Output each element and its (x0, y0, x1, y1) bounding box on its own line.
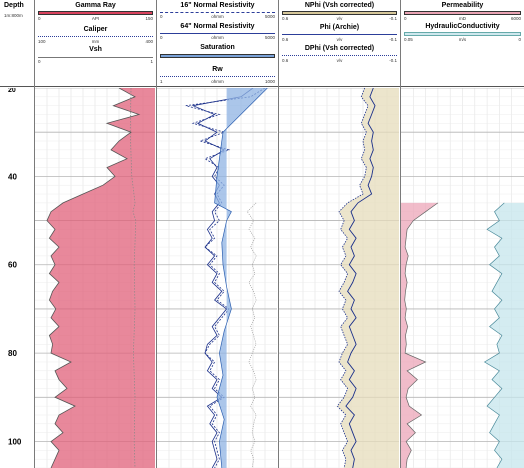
saturation-title: Saturation (200, 44, 235, 51)
nphi-legend-bar (282, 11, 397, 15)
dphi-curve (345, 87, 376, 468)
track1-header: Gamma Ray 0 API 150 Caliper 100 mm 400 V… (35, 0, 156, 86)
gamma-ray-title: Gamma Ray (75, 2, 116, 9)
gamma-ray-min: 0 (38, 16, 41, 21)
phi-archie-unit: v/v (336, 37, 343, 42)
nphi-max: -0.1 (389, 16, 397, 21)
dphi-title: DPhi (Vsh corrected) (304, 45, 375, 52)
track-divider (400, 0, 401, 468)
depth-tick-label: 20 (8, 87, 16, 94)
res64-unit: ohmm (211, 35, 224, 40)
rw-unit: ohmm (211, 79, 224, 84)
permeability-unit: mD (459, 16, 466, 21)
depth-header: Depth 1m:800m (0, 0, 34, 86)
vsh-title: Vsh (89, 46, 102, 53)
res16-legend-line (160, 12, 275, 13)
track-divider (156, 0, 157, 468)
track-header-panel: Depth 1m:800m Gamma Ray 0 API 150 Calipe… (0, 0, 524, 88)
permeability-legend-bar (404, 11, 521, 15)
dphi-min: 0.6 (282, 58, 289, 63)
track4-header: Permeability 0 mD 6000 HydraulicConducti… (401, 0, 524, 86)
nphi-unit: v/v (336, 16, 343, 21)
hydraulic-conductivity-curve (483, 202, 505, 468)
res64-min: 0 (160, 35, 163, 40)
nphi-curve (336, 87, 369, 468)
permeability-title: Permeability (441, 2, 484, 9)
depth-tick-label: 60 (8, 261, 17, 270)
track3-header: NPhi (Vsh corrected) 0.6 v/v -0.1 Phi (A… (279, 0, 400, 86)
res16-min: 0 (160, 14, 163, 19)
hydraulic-conductivity-curve-fill (484, 202, 524, 468)
res16-curve (185, 87, 266, 468)
depth-tick-label: 40 (8, 172, 17, 181)
dphi-unit: v/v (336, 58, 343, 63)
rw-min: 1 (160, 79, 163, 84)
track-divider (278, 0, 279, 468)
phi-archie-legend-line (282, 34, 397, 35)
hydraulic-title: HydraulicConductivity (425, 23, 500, 30)
caliper-curve (129, 87, 137, 468)
permeability-curve-fill (401, 202, 438, 468)
hydraulic-max: 0 (518, 37, 521, 42)
permeability-curve (404, 202, 439, 468)
nphi-min: 0.6 (282, 16, 289, 21)
caliper-unit: mm (91, 39, 100, 44)
depth-tick-label: 80 (8, 349, 17, 358)
caliper-min: 100 (38, 39, 46, 44)
hydraulic-legend-bar (404, 32, 521, 36)
saturation-curve (214, 87, 268, 468)
depth-title: Depth (4, 2, 24, 9)
gamma-ray-legend-bar (38, 11, 153, 15)
phi-archie-title: Phi (Archie) (319, 24, 360, 31)
gamma-ray-curve-fill (47, 88, 155, 468)
hydraulic-unit: m/s (458, 37, 467, 42)
permeability-min: 0 (404, 16, 407, 21)
res64-legend-line (160, 33, 275, 34)
depth-tick-label: 100 (8, 437, 22, 446)
track-divider (34, 0, 35, 468)
phi-archie-min: 0.6 (282, 37, 289, 42)
vsh-min: 0 (38, 59, 41, 64)
track2-header: 16" Normal Resistivity 0 ohmm 5000 64" N… (157, 0, 278, 86)
rw-legend-line (160, 76, 275, 77)
gamma-ray-curve (46, 87, 141, 468)
gamma-ray-unit: API (91, 16, 100, 21)
res16-unit: ohmm (211, 14, 224, 19)
saturation-legend-bar (160, 54, 275, 58)
dphi-max: -0.1 (389, 58, 397, 63)
dphi-legend-line (282, 55, 397, 56)
nphi-title: NPhi (Vsh corrected) (304, 2, 375, 9)
hydraulic-min: 0.05 (404, 37, 413, 42)
caliper-title: Caliper (83, 26, 108, 33)
permeability-max: 6000 (510, 16, 521, 21)
rw-curve (246, 202, 257, 468)
res16-max: 5000 (264, 14, 275, 19)
caliper-max: 400 (145, 39, 153, 44)
res64-title: 64" Normal Resistivity (180, 23, 255, 30)
caliper-legend-line (38, 36, 153, 37)
phi-archie-max: -0.1 (389, 37, 397, 42)
vsh-legend-line (38, 57, 153, 58)
gamma-ray-max: 150 (145, 16, 153, 21)
res16-title: 16" Normal Resistivity (180, 2, 255, 9)
res64-max: 5000 (264, 35, 275, 40)
nphi-curve-fill (337, 88, 399, 468)
depth-scale: 1m:800m (4, 13, 23, 18)
rw-max: 1000 (264, 79, 275, 84)
vsh-max: 1 (150, 59, 153, 64)
rw-title: Rw (212, 66, 223, 73)
header-divider (0, 86, 524, 87)
